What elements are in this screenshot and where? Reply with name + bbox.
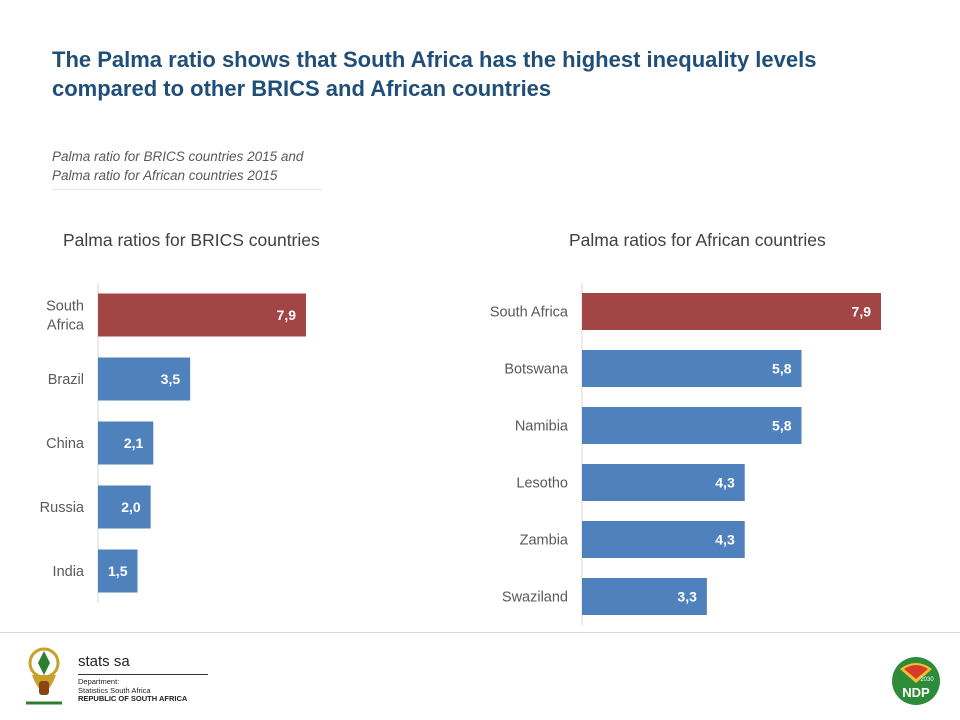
brics-chart: Palma ratios for BRICS countries 7,9 Sout… — [0, 220, 400, 640]
bar — [582, 521, 745, 558]
stats-sa-wordmark: stats sa — [78, 653, 130, 670]
category-label: Russia — [40, 500, 85, 516]
category-label: South — [46, 299, 84, 315]
bar — [98, 485, 151, 529]
subtitle-line-2: Palma ratio for African countries 2015 — [52, 168, 278, 183]
ndp-label: NDP — [902, 685, 930, 700]
bar — [582, 578, 707, 615]
page-title: The Palma ratio shows that South Africa … — [52, 45, 932, 103]
category-label: Swaziland — [502, 590, 568, 606]
category-label: Botswana — [504, 362, 569, 378]
ndp-year: 2030 — [920, 677, 934, 683]
category-label: China — [46, 436, 85, 452]
page-title-line-1: The Palma ratio shows that South Africa … — [52, 47, 817, 72]
dept-line-2: Statistics South Africa — [78, 685, 151, 695]
department-text: Department: Statistics South Africa REPU… — [78, 677, 188, 704]
ndp-logo: 2030 NDP — [892, 657, 940, 705]
footer-divider — [0, 632, 960, 633]
ndp-flag-icon — [904, 665, 928, 679]
data-label: 5,8 — [772, 418, 792, 434]
brics-chart-plot: 7,9 South Africa 3,5 Brazil 2,1 China 2,0 Russia… — [40, 283, 306, 603]
data-label: 5,8 — [772, 361, 792, 377]
data-label: 2,1 — [124, 435, 144, 451]
africa-chart-plot: 7,9 South Africa 5,8 Botswana 5,8 Namibia 4,3 L… — [490, 283, 881, 625]
category-label: Africa — [47, 318, 85, 334]
category-label: Lesotho — [516, 476, 568, 492]
bar — [98, 421, 154, 465]
bar — [582, 407, 802, 444]
bar — [582, 293, 881, 330]
bar — [98, 549, 138, 593]
bar — [582, 464, 745, 501]
chart-subtitle: Palma ratio for BRICS countries 2015 and… — [52, 147, 322, 190]
coat-of-arms-icon — [26, 647, 62, 705]
category-label: Namibia — [515, 419, 569, 435]
africa-chart-title: Palma ratios for African countries — [569, 230, 826, 250]
bar — [582, 350, 802, 387]
page-title-line-2: compared to other BRICS and African coun… — [52, 76, 552, 101]
data-label: 7,9 — [852, 304, 872, 320]
category-label: India — [53, 564, 85, 580]
subtitle-line-1: Palma ratio for BRICS countries 2015 and — [52, 149, 304, 164]
data-label: 7,9 — [277, 307, 297, 323]
brics-chart-title: Palma ratios for BRICS countries — [63, 230, 320, 250]
data-label: 4,3 — [715, 475, 735, 491]
data-label: 2,0 — [121, 499, 141, 515]
dept-line-1: Department: — [78, 677, 120, 686]
data-label: 3,5 — [161, 371, 181, 387]
data-label: 3,3 — [677, 589, 697, 605]
category-label: South Africa — [490, 305, 569, 321]
category-label: Zambia — [520, 533, 569, 549]
data-label: 4,3 — [715, 532, 735, 548]
stats-sa-logo: stats sa Department: Statistics South Af… — [20, 645, 208, 710]
dept-line-3: REPUBLIC OF SOUTH AFRICA — [78, 694, 188, 703]
logo-rule — [78, 674, 208, 675]
bar — [98, 293, 306, 337]
data-label: 1,5 — [108, 563, 128, 579]
category-label: Brazil — [48, 372, 84, 388]
bar — [98, 357, 191, 401]
africa-chart: Palma ratios for African countries 7,9 So… — [440, 220, 960, 640]
